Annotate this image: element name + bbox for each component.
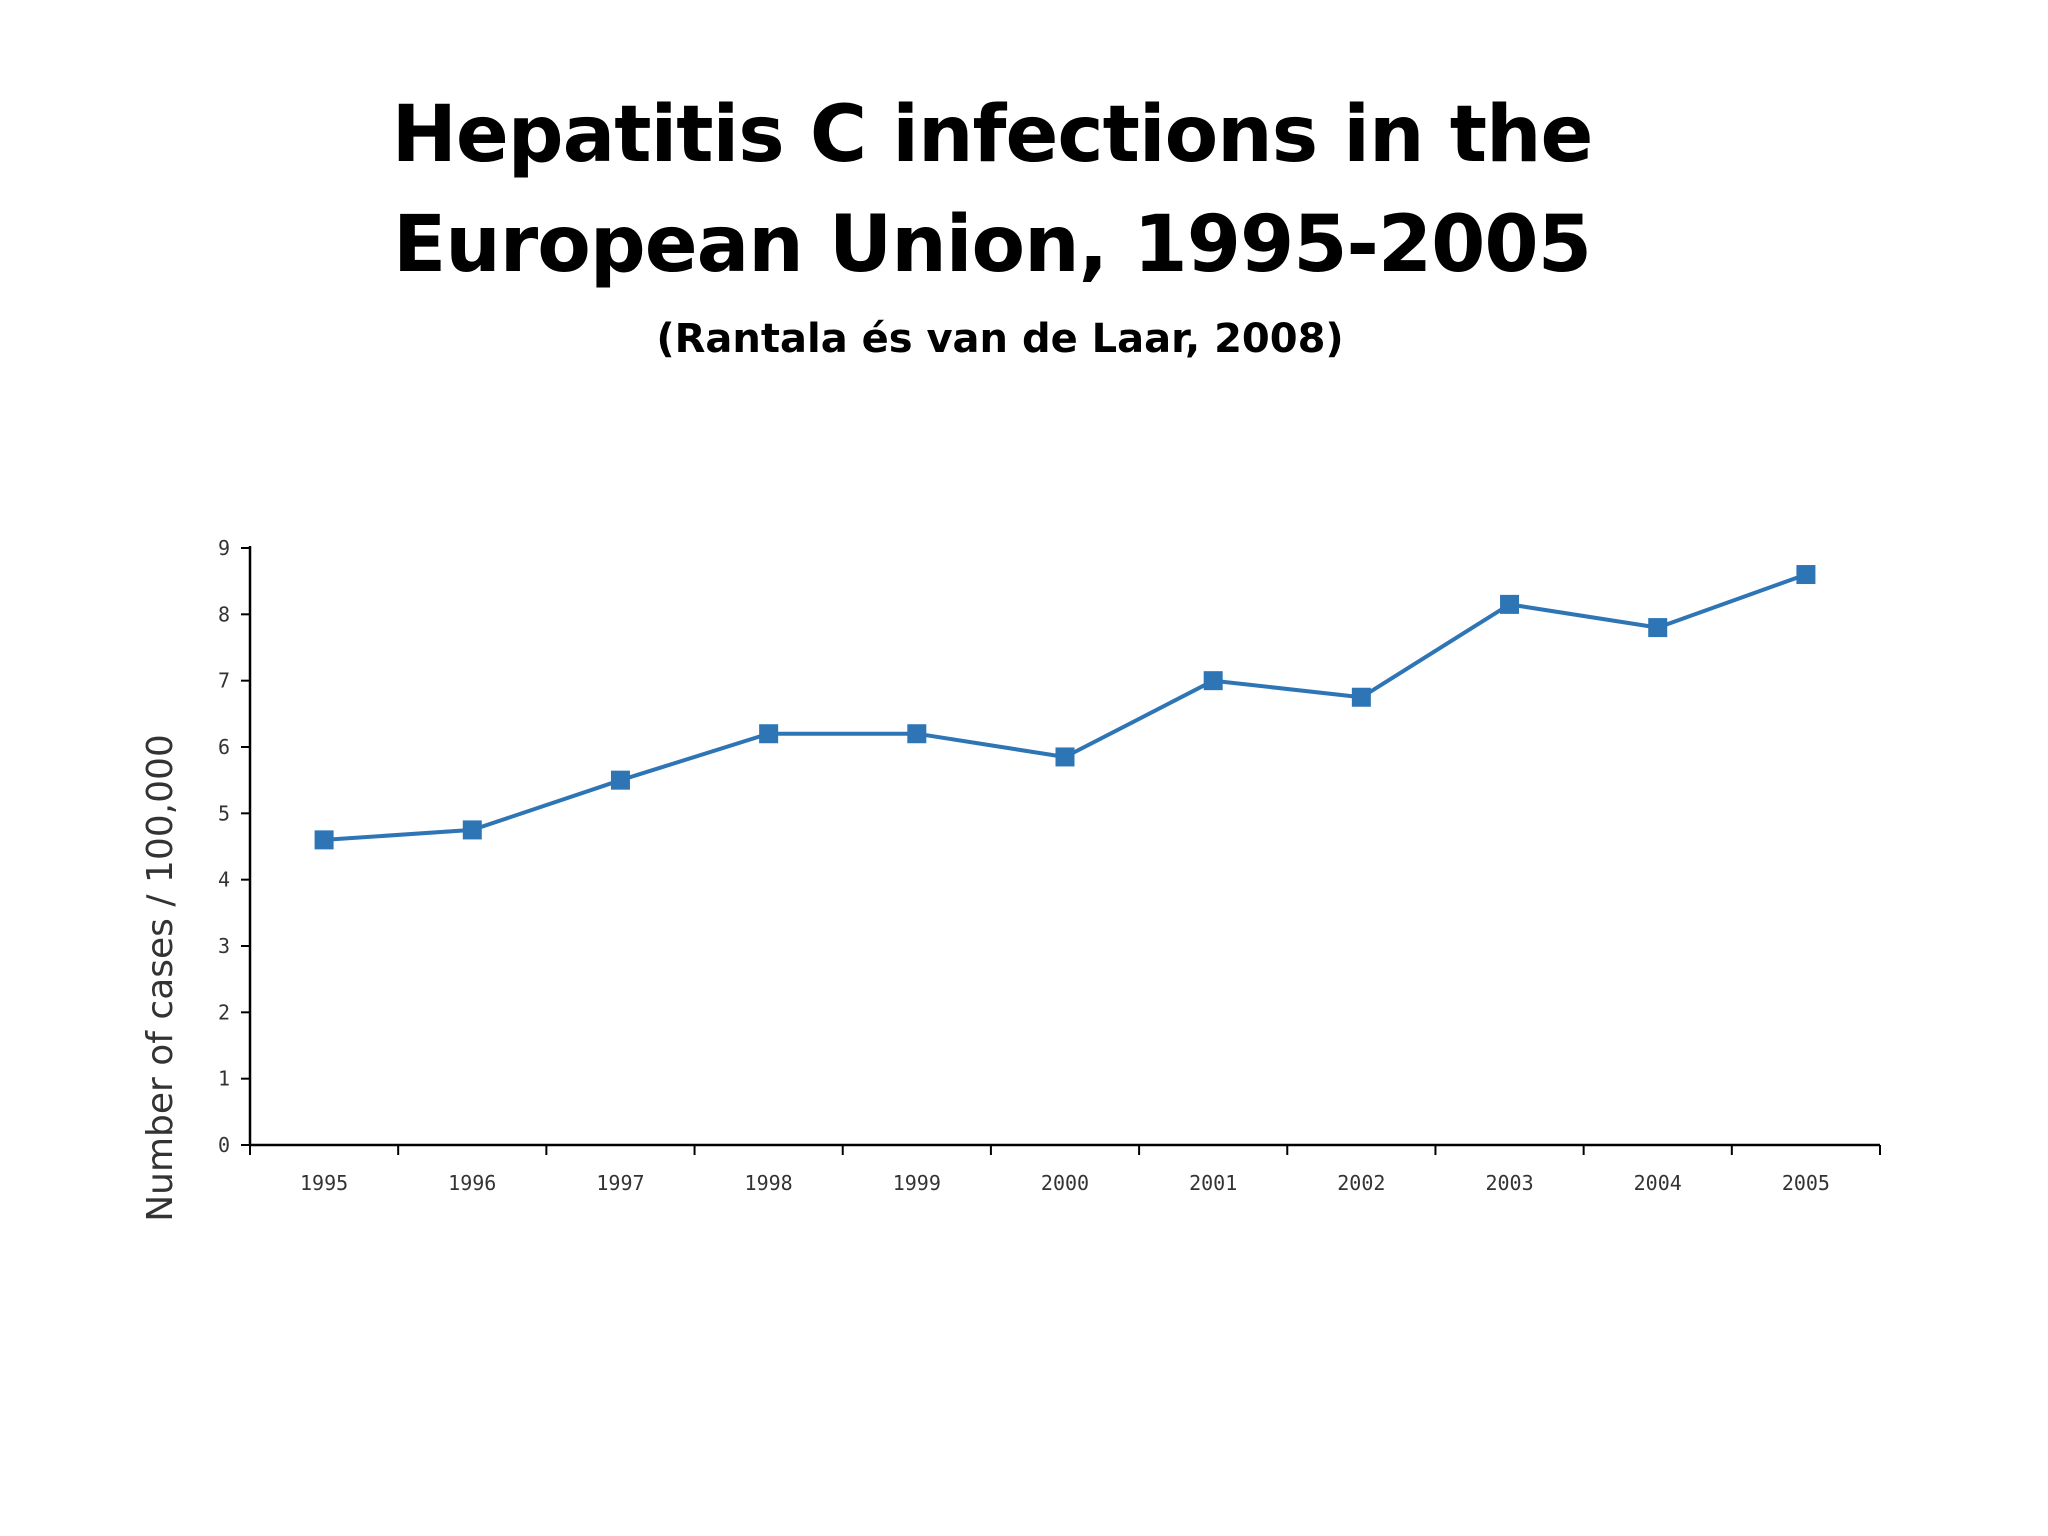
x-tick-label: 2004 xyxy=(1634,1171,1682,1195)
data-point-marker xyxy=(314,830,334,850)
data-point-marker xyxy=(1796,565,1816,585)
x-tick-label: 2005 xyxy=(1782,1171,1830,1195)
x-tick-label: 1995 xyxy=(300,1171,348,1195)
y-tick-label: 0 xyxy=(218,1133,230,1157)
y-tick-label: 9 xyxy=(218,536,230,560)
x-tick-label: 2002 xyxy=(1337,1171,1385,1195)
y-tick-label: 1 xyxy=(218,1067,230,1091)
y-axis-label-group: Number of cases / 100,000 xyxy=(140,734,181,1222)
y-tick-label: 6 xyxy=(218,735,230,759)
data-point-marker xyxy=(1203,671,1223,691)
x-tick-label: 2001 xyxy=(1189,1171,1237,1195)
x-tick-label: 1998 xyxy=(745,1171,793,1195)
y-tick-label: 3 xyxy=(218,934,230,958)
series xyxy=(314,565,1816,850)
data-point-marker xyxy=(1055,747,1075,767)
y-tick-label: 5 xyxy=(218,801,230,825)
y-axis-label: Number of cases / 100,000 xyxy=(140,734,181,1222)
y-tick-label: 8 xyxy=(218,602,230,626)
series-line xyxy=(323,572,1807,842)
data-point-marker xyxy=(610,770,630,790)
y-tick-label: 7 xyxy=(218,669,230,693)
data-point-marker xyxy=(1500,594,1520,614)
title-line-2: European Union, 1995-2005 xyxy=(393,200,1592,290)
data-point-marker xyxy=(1648,618,1668,638)
y-ticks: 0 1 2 3 4 5 6 7 8 9 xyxy=(218,536,250,1157)
data-point-marker xyxy=(1351,687,1371,707)
y-tick-label: 4 xyxy=(218,868,230,892)
title-line-1: Hepatitis C infections in the xyxy=(391,90,1594,180)
data-point-marker xyxy=(907,724,927,744)
axes xyxy=(248,546,1880,1147)
x-tick-label: 1999 xyxy=(893,1171,941,1195)
x-tick-label: 1997 xyxy=(596,1171,644,1195)
data-point-marker xyxy=(759,724,779,744)
x-ticks: 1995 1996 1997 1998 1999 2000 2001 2002 2003 2004… xyxy=(249,1145,1881,1195)
slide-title: Hepatitis C infections in the European U… xyxy=(0,96,1984,284)
y-tick-label: 2 xyxy=(218,1000,230,1024)
x-tick-label: 2000 xyxy=(1041,1171,1089,1195)
slide-subtitle: (Rantala és van de Laar, 2008) xyxy=(656,316,1344,362)
x-tick-label: 2003 xyxy=(1485,1171,1533,1195)
data-point-marker xyxy=(462,820,482,840)
x-tick-label: 1996 xyxy=(448,1171,496,1195)
